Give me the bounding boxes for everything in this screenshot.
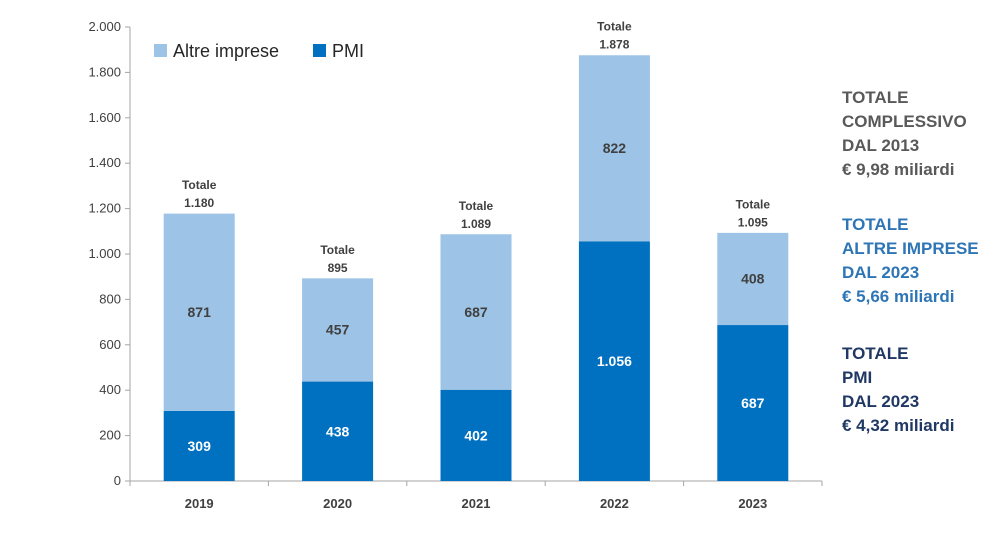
summary-line: DAL 2023 (842, 392, 920, 411)
summary-amount: € 9,98 miliardi (842, 160, 955, 179)
y-tick-label: 1.000 (88, 246, 121, 261)
summary-line: COMPLESSIVO (842, 112, 967, 131)
bar-segment-pmi (578, 241, 650, 481)
summary-total-overall: TOTALE COMPLESSIVO DAL 2013 € 9,98 milia… (842, 86, 967, 182)
bar-segment-pmi (440, 389, 512, 481)
x-tick-label: 2021 (462, 496, 491, 511)
total-caption: Totale (182, 178, 217, 192)
total-caption: Totale (736, 197, 771, 211)
bar-segment-altre-imprese (302, 277, 374, 382)
total-value: 1.180 (184, 196, 214, 210)
y-tick-label: 1.400 (88, 155, 121, 170)
chart-legend: Altre imprese PMI (154, 41, 364, 61)
y-tick-label: 200 (99, 428, 121, 443)
data-label-altre-imprese: 687 (464, 304, 488, 320)
data-label-pmi: 402 (464, 427, 488, 443)
summary-line: TOTALE (842, 215, 909, 234)
data-label-altre-imprese: 871 (188, 304, 212, 320)
y-tick-label: 600 (99, 337, 121, 352)
summary-amount: € 4,32 miliardi (842, 416, 955, 435)
summary-line: DAL 2023 (842, 263, 920, 282)
bar-segment-pmi (717, 325, 789, 481)
data-label-altre-imprese: 408 (741, 271, 765, 287)
y-tick-label: 1.600 (88, 110, 121, 125)
total-value: 1.878 (599, 38, 629, 52)
data-label-altre-imprese: 457 (326, 322, 350, 338)
total-value: 1.095 (738, 215, 768, 229)
total-value: 895 (328, 261, 348, 275)
summary-line: ALTRE IMPRESE (842, 239, 979, 258)
total-value: 1.089 (461, 217, 491, 231)
data-label-pmi: 687 (741, 395, 765, 411)
legend-swatch-altre-imprese (154, 44, 167, 57)
y-tick-label: 1.800 (88, 64, 121, 79)
summary-total-pmi: TOTALE PMI DAL 2023 € 4,32 miliardi (842, 342, 954, 438)
bar-segment-pmi (163, 410, 235, 481)
x-tick-label: 2020 (323, 496, 352, 511)
y-tick-label: 2.000 (88, 19, 121, 34)
legend-label-altre-imprese: Altre imprese (173, 41, 279, 61)
data-label-altre-imprese: 822 (603, 140, 627, 156)
data-label-pmi: 438 (326, 423, 350, 439)
bar-segment-pmi (302, 381, 374, 481)
total-caption: Totale (597, 20, 632, 34)
summary-line: TOTALE (842, 88, 909, 107)
x-tick-label: 2022 (600, 496, 629, 511)
legend-swatch-pmi (313, 44, 326, 57)
data-label-pmi: 309 (188, 438, 212, 454)
bar-segment-altre-imprese (163, 213, 235, 411)
x-tick-label: 2023 (738, 496, 767, 511)
total-caption: Totale (459, 199, 494, 213)
bar-segment-altre-imprese (717, 232, 789, 326)
summary-total-altre-imprese: TOTALE ALTRE IMPRESE DAL 2023 € 5,66 mil… (842, 213, 979, 309)
total-caption: Totale (320, 243, 355, 257)
bar-segment-altre-imprese (578, 54, 650, 242)
x-tick-label: 2019 (185, 496, 214, 511)
y-tick-label: 1.200 (88, 201, 121, 216)
data-label-pmi: 1.056 (597, 353, 632, 369)
summary-line: DAL 2013 (842, 136, 920, 155)
chart-bars: 309 871 Totale 1.180 438 457 Totale 895 402 687 To… (163, 20, 789, 481)
summary-amount: € 5,66 miliardi (842, 287, 955, 306)
y-tick-label: 800 (99, 291, 121, 306)
summary-line: TOTALE (842, 344, 909, 363)
legend-label-pmi: PMI (332, 41, 364, 61)
summary-line: PMI (842, 368, 873, 387)
y-tick-label: 400 (99, 382, 121, 397)
y-tick-label: 0 (114, 473, 121, 488)
chart-axes: 0 200 400 600 800 1.000 1.200 1.400 1.600 1.800 2.… (88, 19, 823, 511)
bar-segment-altre-imprese (440, 233, 512, 390)
